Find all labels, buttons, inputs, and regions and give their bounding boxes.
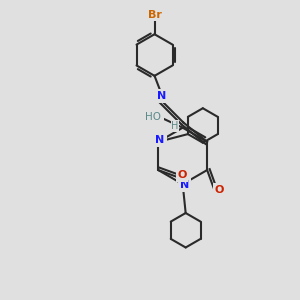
Text: N: N: [180, 180, 189, 190]
Text: Br: Br: [148, 10, 161, 20]
Text: N: N: [157, 91, 166, 101]
Text: N: N: [155, 135, 165, 145]
Text: O: O: [214, 185, 224, 195]
Text: H: H: [171, 121, 179, 131]
Text: HO: HO: [146, 112, 161, 122]
Text: O: O: [177, 170, 186, 180]
